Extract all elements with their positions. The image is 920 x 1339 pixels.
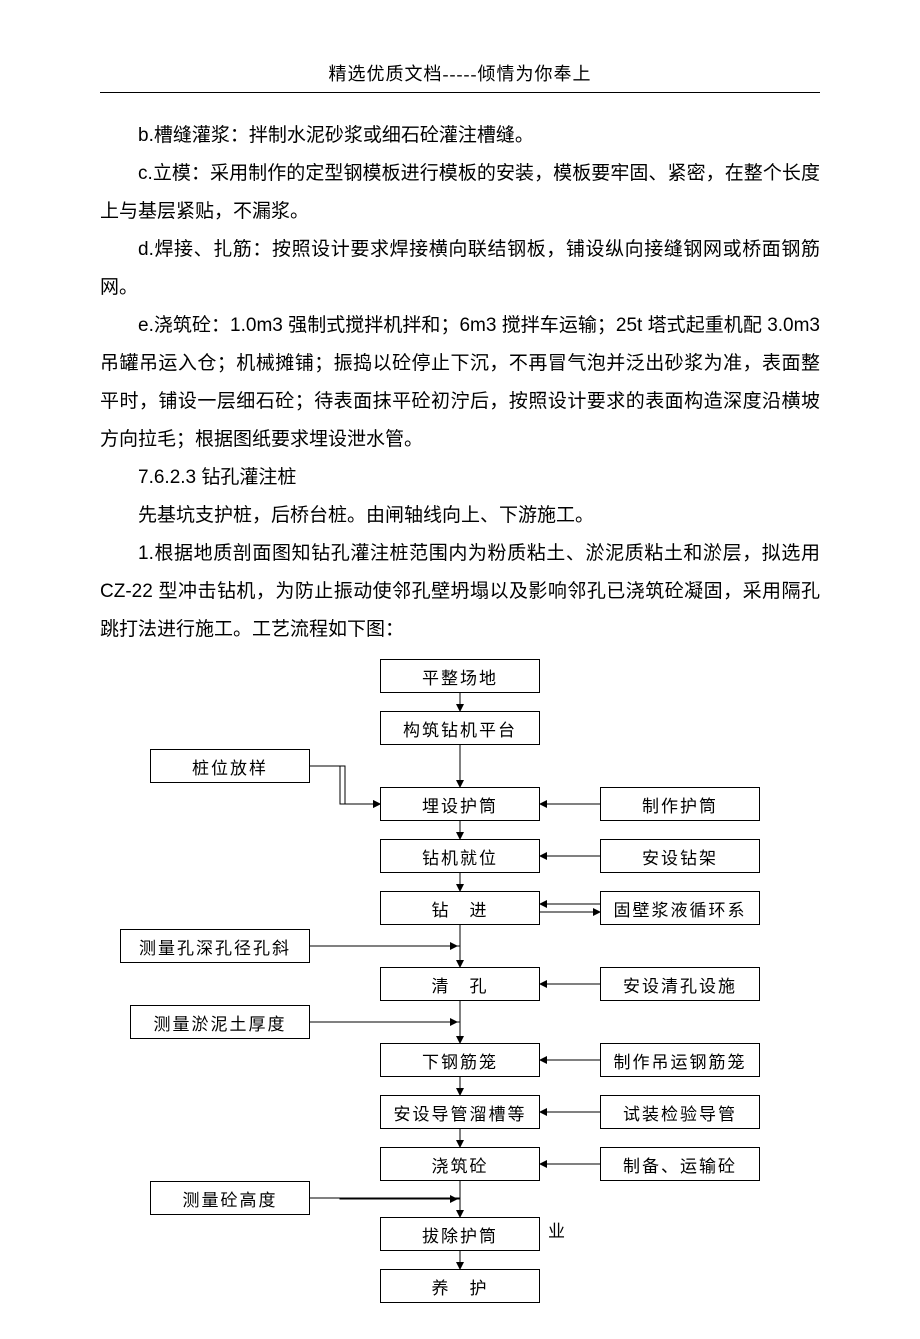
- paragraph-d: d.焊接、扎筋：按照设计要求焊接横向联结钢板，铺设纵向接缝钢网或桥面钢筋网。: [100, 231, 820, 307]
- paragraph-e: e.浇筑砼：1.0m3 强制式搅拌机拌和；6m3 搅拌车运输；25t 塔式起重机…: [100, 307, 820, 459]
- process-flowchart: 平整场地构筑钻机平台埋设护筒钻机就位钻 进清 孔下钢筋笼安设导管溜槽等浇筑砼拔除…: [100, 659, 820, 1299]
- flow-node-n10: 拔除护筒: [380, 1217, 540, 1251]
- flow-node-n1: 平整场地: [380, 659, 540, 693]
- flow-node-r2: 安设钻架: [600, 839, 760, 873]
- flow-node-r6: 试装检验导管: [600, 1095, 760, 1129]
- stray-text: 业: [548, 1217, 565, 1242]
- flow-node-n7: 下钢筋笼: [380, 1043, 540, 1077]
- flow-node-r1: 制作护筒: [600, 787, 760, 821]
- flow-node-n9: 浇筑砼: [380, 1147, 540, 1181]
- flow-node-n5: 钻 进: [380, 891, 540, 925]
- document-page: 精选优质文档-----倾情为你奉上 b.槽缝灌浆：拌制水泥砂浆或细石砼灌注槽缝。…: [0, 0, 920, 1339]
- header-rule: [100, 92, 820, 93]
- paragraph-b: b.槽缝灌浆：拌制水泥砂浆或细石砼灌注槽缝。: [100, 117, 820, 155]
- flow-node-n8: 安设导管溜槽等: [380, 1095, 540, 1129]
- flow-node-n11: 养 护: [380, 1269, 540, 1303]
- flow-node-n4: 钻机就位: [380, 839, 540, 873]
- flow-node-l1: 桩位放样: [150, 749, 310, 783]
- flow-node-n6: 清 孔: [380, 967, 540, 1001]
- flow-node-r5: 制作吊运钢筋笼: [600, 1043, 760, 1077]
- flow-node-n2: 构筑钻机平台: [380, 711, 540, 745]
- flow-node-r4: 安设清孔设施: [600, 967, 760, 1001]
- flow-node-l4: 测量砼高度: [150, 1181, 310, 1215]
- paragraph-c: c.立模：采用制作的定型钢模板进行模板的安装，模板要牢固、紧密，在整个长度上与基…: [100, 155, 820, 231]
- page-header: 精选优质文档-----倾情为你奉上: [100, 60, 820, 86]
- flow-node-r7: 制备、运输砼: [600, 1147, 760, 1181]
- flow-node-r3: 固壁浆液循环系: [600, 891, 760, 925]
- paragraph-6: 先基坑支护桩，后桥台桩。由闸轴线向上、下游施工。: [100, 497, 820, 535]
- flow-node-l2: 测量孔深孔径孔斜: [120, 929, 310, 963]
- paragraph-7: 1.根据地质剖面图知钻孔灌注桩范围内为粉质粘土、淤泥质粘土和淤层，拟选用 CZ-…: [100, 535, 820, 649]
- paragraph-section-title: 7.6.2.3 钻孔灌注桩: [100, 459, 820, 497]
- flow-node-l3: 测量淤泥土厚度: [130, 1005, 310, 1039]
- flow-node-n3: 埋设护筒: [380, 787, 540, 821]
